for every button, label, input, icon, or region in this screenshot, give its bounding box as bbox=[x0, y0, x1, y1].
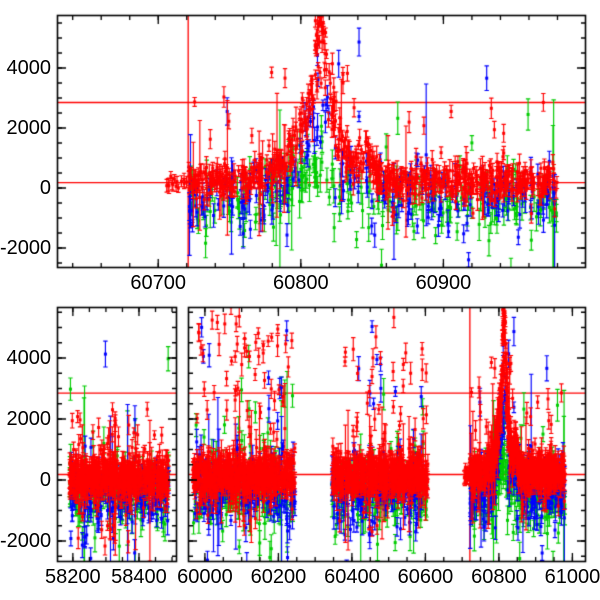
x-tick-label: 60800 bbox=[471, 566, 527, 588]
x-tick-label: 60400 bbox=[324, 566, 380, 588]
y-tick-label: 2000 bbox=[6, 407, 52, 430]
y-tick-label: 4000 bbox=[6, 57, 52, 79]
x-tick-label: 60900 bbox=[415, 272, 472, 294]
x-tick-label: 58400 bbox=[111, 566, 167, 588]
x-tick-label: 60800 bbox=[273, 272, 329, 294]
y-tick-label: -2000 bbox=[0, 529, 52, 552]
y-tick-label: 4000 bbox=[6, 346, 52, 369]
x-tick-label: 58200 bbox=[45, 566, 101, 588]
y-tick-label: 0 bbox=[39, 468, 51, 491]
y-tick-label: 0 bbox=[39, 176, 51, 199]
y-tick-label: -2000 bbox=[0, 236, 52, 259]
x-tick-label: 60000 bbox=[177, 566, 233, 588]
x-tick-label: 60200 bbox=[250, 566, 307, 588]
x-tick-label: 60700 bbox=[130, 272, 187, 294]
y-tick-label: 2000 bbox=[6, 117, 52, 139]
x-tick-label: 61000 bbox=[544, 566, 600, 588]
x-tick-label: 60600 bbox=[397, 566, 454, 588]
